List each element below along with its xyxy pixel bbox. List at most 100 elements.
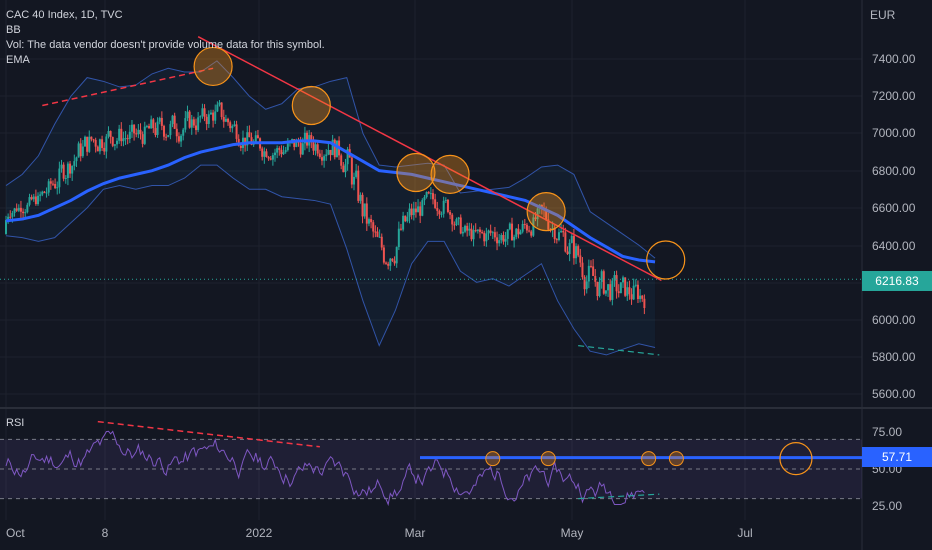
candle-body bbox=[600, 271, 603, 282]
candle-body bbox=[137, 129, 140, 135]
price-tick-label: 6400.00 bbox=[872, 239, 916, 253]
candle-body bbox=[235, 124, 238, 139]
candle-body bbox=[378, 236, 381, 238]
touch-circle bbox=[193, 46, 233, 87]
candle-body bbox=[602, 271, 605, 294]
candle-body bbox=[626, 287, 629, 296]
candle-body bbox=[589, 265, 592, 267]
candle-body bbox=[145, 126, 148, 128]
candle-body bbox=[451, 214, 454, 225]
candle-body bbox=[152, 119, 155, 129]
ema-legend[interactable]: EMA bbox=[6, 54, 30, 66]
candle-body bbox=[333, 139, 336, 158]
candle-body bbox=[199, 116, 202, 118]
candle-body bbox=[11, 212, 14, 217]
candle-body bbox=[180, 135, 183, 142]
price-tick-label: 7400.00 bbox=[872, 52, 916, 66]
rsi-legend[interactable]: RSI bbox=[6, 417, 25, 429]
candle-body bbox=[103, 147, 106, 152]
candle-body bbox=[464, 225, 467, 232]
candle-body bbox=[555, 239, 558, 241]
bb-upper bbox=[5, 60, 656, 259]
candle-body bbox=[282, 152, 285, 155]
candle-body bbox=[239, 145, 242, 148]
candle-body bbox=[69, 163, 72, 174]
candle-body bbox=[476, 229, 479, 232]
candle-body bbox=[276, 148, 279, 153]
axes: 7400.00 7200.00 7000.00 6800.00 6600.00 6400.… bbox=[6, 52, 916, 540]
candle-body bbox=[58, 168, 61, 188]
candle-body bbox=[468, 228, 471, 231]
candle-body bbox=[382, 247, 385, 263]
candle-body bbox=[54, 184, 57, 189]
candle-body bbox=[88, 136, 91, 152]
bb-legend[interactable]: BB bbox=[6, 24, 21, 36]
candle-body bbox=[376, 231, 379, 237]
candle-body bbox=[583, 277, 586, 290]
candle-body bbox=[389, 258, 392, 266]
candle-body bbox=[271, 155, 274, 160]
candle-body bbox=[643, 298, 646, 309]
candle-body bbox=[598, 281, 601, 297]
candle-body bbox=[419, 206, 422, 216]
rsi-touch-circle bbox=[540, 451, 556, 467]
candle-body bbox=[323, 156, 326, 161]
candle-body bbox=[111, 137, 114, 146]
rsi-touch-circle-last bbox=[779, 442, 813, 476]
candle-body bbox=[508, 223, 511, 230]
candle-body bbox=[628, 287, 631, 295]
candle-body bbox=[205, 116, 208, 124]
candle-body bbox=[344, 164, 347, 173]
candle-body bbox=[470, 228, 473, 240]
candle-body bbox=[284, 150, 287, 153]
candle-body bbox=[592, 266, 595, 276]
candle-body bbox=[613, 275, 616, 281]
candle-body bbox=[250, 137, 253, 145]
vol-legend[interactable]: Vol: The data vendor doesn't provide vol… bbox=[6, 39, 325, 51]
candle-body bbox=[617, 291, 620, 294]
bb-lower bbox=[5, 164, 656, 356]
resistance-trendline bbox=[197, 36, 662, 282]
candle-body bbox=[218, 102, 221, 105]
candle-body bbox=[412, 208, 415, 216]
candle-body bbox=[594, 275, 597, 282]
candle-body bbox=[361, 194, 364, 217]
candle-body bbox=[182, 129, 185, 136]
candle-body bbox=[545, 210, 548, 220]
candle-body bbox=[165, 136, 168, 138]
candle-body bbox=[493, 232, 496, 238]
candle-body bbox=[408, 208, 411, 217]
candle-body bbox=[510, 223, 513, 241]
candle-body bbox=[291, 139, 294, 142]
candle-body bbox=[312, 142, 315, 151]
candle-body bbox=[387, 263, 390, 266]
candle-body bbox=[436, 207, 439, 211]
candle-body bbox=[607, 284, 610, 291]
candle-body bbox=[192, 119, 195, 126]
candle-body bbox=[143, 126, 146, 144]
rsi-pane bbox=[0, 420, 862, 507]
candle-body bbox=[186, 111, 189, 119]
rsi-tick-label: 25.00 bbox=[872, 499, 902, 513]
candle-body bbox=[587, 265, 590, 282]
candle-body bbox=[227, 118, 230, 123]
candle-body bbox=[521, 224, 524, 232]
candle-body bbox=[244, 137, 247, 146]
rsi-band bbox=[0, 439, 862, 499]
candle-body bbox=[329, 149, 332, 156]
candle-body bbox=[417, 206, 420, 213]
candle-body bbox=[73, 161, 76, 166]
price-tick-label: 5600.00 bbox=[872, 387, 916, 401]
candle-body bbox=[466, 225, 469, 231]
candle-body bbox=[209, 112, 212, 115]
candle-body bbox=[365, 203, 368, 224]
candle-body bbox=[122, 138, 125, 142]
candle-body bbox=[472, 230, 475, 240]
ema-line bbox=[5, 139, 656, 264]
candle-body bbox=[577, 246, 580, 256]
currency-label: EUR bbox=[870, 8, 896, 22]
candle-body bbox=[498, 240, 501, 244]
candle-body bbox=[372, 222, 375, 232]
candle-body bbox=[395, 247, 398, 264]
